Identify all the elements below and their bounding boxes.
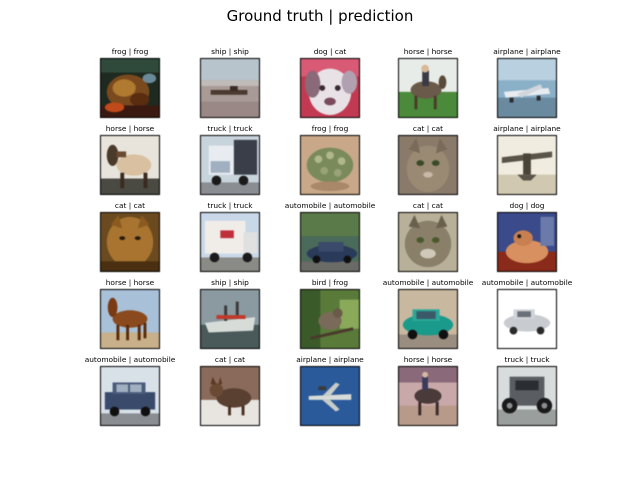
sample-11: cat | cat xyxy=(80,201,180,275)
sample-label: cat | cat xyxy=(412,124,444,133)
sample-23: airplane | airplane xyxy=(280,355,380,429)
sample-label: dog | cat xyxy=(313,47,347,56)
airplane-image xyxy=(300,366,360,426)
frog-image xyxy=(100,58,160,118)
horse-image xyxy=(398,58,458,118)
sample-5: airplane | airplane xyxy=(477,47,577,121)
sample-label: dog | dog xyxy=(509,201,545,210)
sample-label: frog | frog xyxy=(311,124,349,133)
sample-16: horse | horse xyxy=(80,278,180,352)
sample-17: ship | ship xyxy=(180,278,280,352)
cat-image xyxy=(100,212,160,272)
bird-image xyxy=(300,289,360,349)
sample-label: cat | cat xyxy=(214,355,246,364)
sample-7: truck | truck xyxy=(180,124,280,198)
sample-label: automobile | automobile xyxy=(481,278,573,287)
sample-label: cat | cat xyxy=(412,201,444,210)
sample-18: bird | frog xyxy=(280,278,380,352)
sample-21: automobile | automobile xyxy=(80,355,180,429)
truck-image xyxy=(200,135,260,195)
frog-image xyxy=(300,135,360,195)
truck-image xyxy=(497,366,557,426)
sample-label: automobile | automobile xyxy=(284,201,376,210)
sample-15: dog | dog xyxy=(477,201,577,275)
truck-image xyxy=(200,212,260,272)
ship-image xyxy=(200,58,260,118)
ship-image xyxy=(200,289,260,349)
sample-label: horse | horse xyxy=(403,47,453,56)
sample-label: bird | frog xyxy=(311,278,349,287)
horse-image xyxy=(398,366,458,426)
sample-9: cat | cat xyxy=(378,124,478,198)
sample-label: ship | ship xyxy=(211,47,249,56)
sample-label: airplane | airplane xyxy=(493,47,561,56)
sample-3: dog | cat xyxy=(280,47,380,121)
sample-22: cat | cat xyxy=(180,355,280,429)
sample-label: airplane | airplane xyxy=(493,124,561,133)
automobile-image xyxy=(300,212,360,272)
sample-12: truck | truck xyxy=(180,201,280,275)
sample-19: automobile | automobile xyxy=(378,278,478,352)
sample-label: truck | truck xyxy=(504,355,550,364)
sample-24: horse | horse xyxy=(378,355,478,429)
automobile-image xyxy=(100,366,160,426)
sample-4: horse | horse xyxy=(378,47,478,121)
sample-6: horse | horse xyxy=(80,124,180,198)
cat-image xyxy=(200,366,260,426)
sample-1: frog | frog xyxy=(80,47,180,121)
sample-13: automobile | automobile xyxy=(280,201,380,275)
sample-8: frog | frog xyxy=(280,124,380,198)
sample-25: truck | truck xyxy=(477,355,577,429)
sample-label: frog | frog xyxy=(111,47,149,56)
airplane-image xyxy=(497,58,557,118)
sample-14: cat | cat xyxy=(378,201,478,275)
sample-label: horse | horse xyxy=(403,355,453,364)
sample-label: cat | cat xyxy=(114,201,146,210)
sample-2: ship | ship xyxy=(180,47,280,121)
dog-image xyxy=(300,58,360,118)
horse-image xyxy=(100,135,160,195)
sample-label: horse | horse xyxy=(105,278,155,287)
figure-title: Ground truth | prediction xyxy=(226,7,414,25)
cat-image xyxy=(398,212,458,272)
sample-label: truck | truck xyxy=(207,124,253,133)
sample-10: airplane | airplane xyxy=(477,124,577,198)
sample-20: automobile | automobile xyxy=(477,278,577,352)
sample-label: ship | ship xyxy=(211,278,249,287)
sample-label: automobile | automobile xyxy=(382,278,474,287)
automobile-image xyxy=(497,289,557,349)
automobile-image xyxy=(398,289,458,349)
horse-image xyxy=(100,289,160,349)
dog-image xyxy=(497,212,557,272)
sample-label: horse | horse xyxy=(105,124,155,133)
airplane-image xyxy=(497,135,557,195)
cat-image xyxy=(398,135,458,195)
sample-label: truck | truck xyxy=(207,201,253,210)
sample-label: automobile | automobile xyxy=(84,355,176,364)
sample-label: airplane | airplane xyxy=(296,355,364,364)
